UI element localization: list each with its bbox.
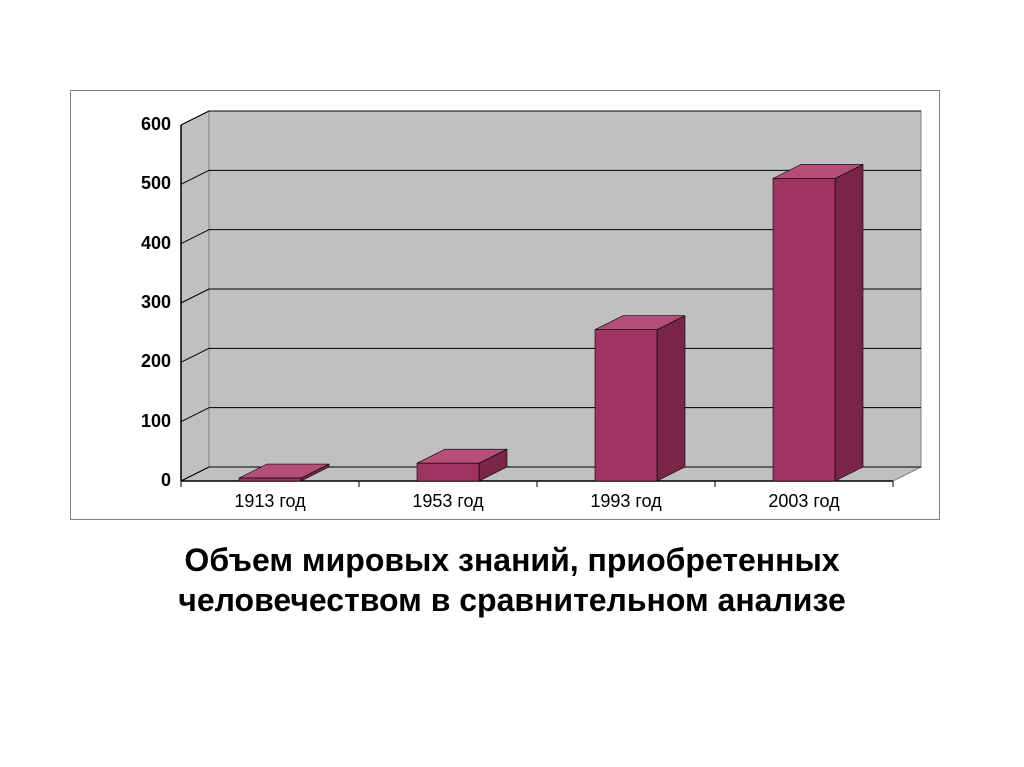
y-tick-label: 400 — [121, 233, 171, 254]
chart-svg — [181, 111, 921, 481]
chart-title: Объем мировых знаний, приобретенных чело… — [0, 540, 1024, 620]
chart-title-line1: Объем мировых знаний, приобретенных — [0, 540, 1024, 580]
chart-title-line2: человечеством в сравнительном анализе — [0, 580, 1024, 620]
x-tick-label: 1913 год — [234, 491, 305, 512]
y-tick-label: 300 — [121, 292, 171, 313]
y-tick-label: 100 — [121, 411, 171, 432]
x-tick-label: 2003 год — [768, 491, 839, 512]
x-axis-labels: 1913 год 1953 год 1993 год 2003 год — [181, 491, 921, 515]
y-tick-label: 0 — [121, 470, 171, 491]
y-tick-label: 600 — [121, 114, 171, 135]
x-tick-label: 1993 год — [590, 491, 661, 512]
chart-frame: 0 100 200 300 400 500 600 1913 год 1953 год 1993… — [70, 90, 940, 520]
page: 0 100 200 300 400 500 600 1913 год 1953 год 1993… — [0, 0, 1024, 767]
y-tick-label: 200 — [121, 351, 171, 372]
x-tick-label: 1953 год — [412, 491, 483, 512]
y-tick-label: 500 — [121, 173, 171, 194]
plot-3d — [181, 111, 921, 481]
